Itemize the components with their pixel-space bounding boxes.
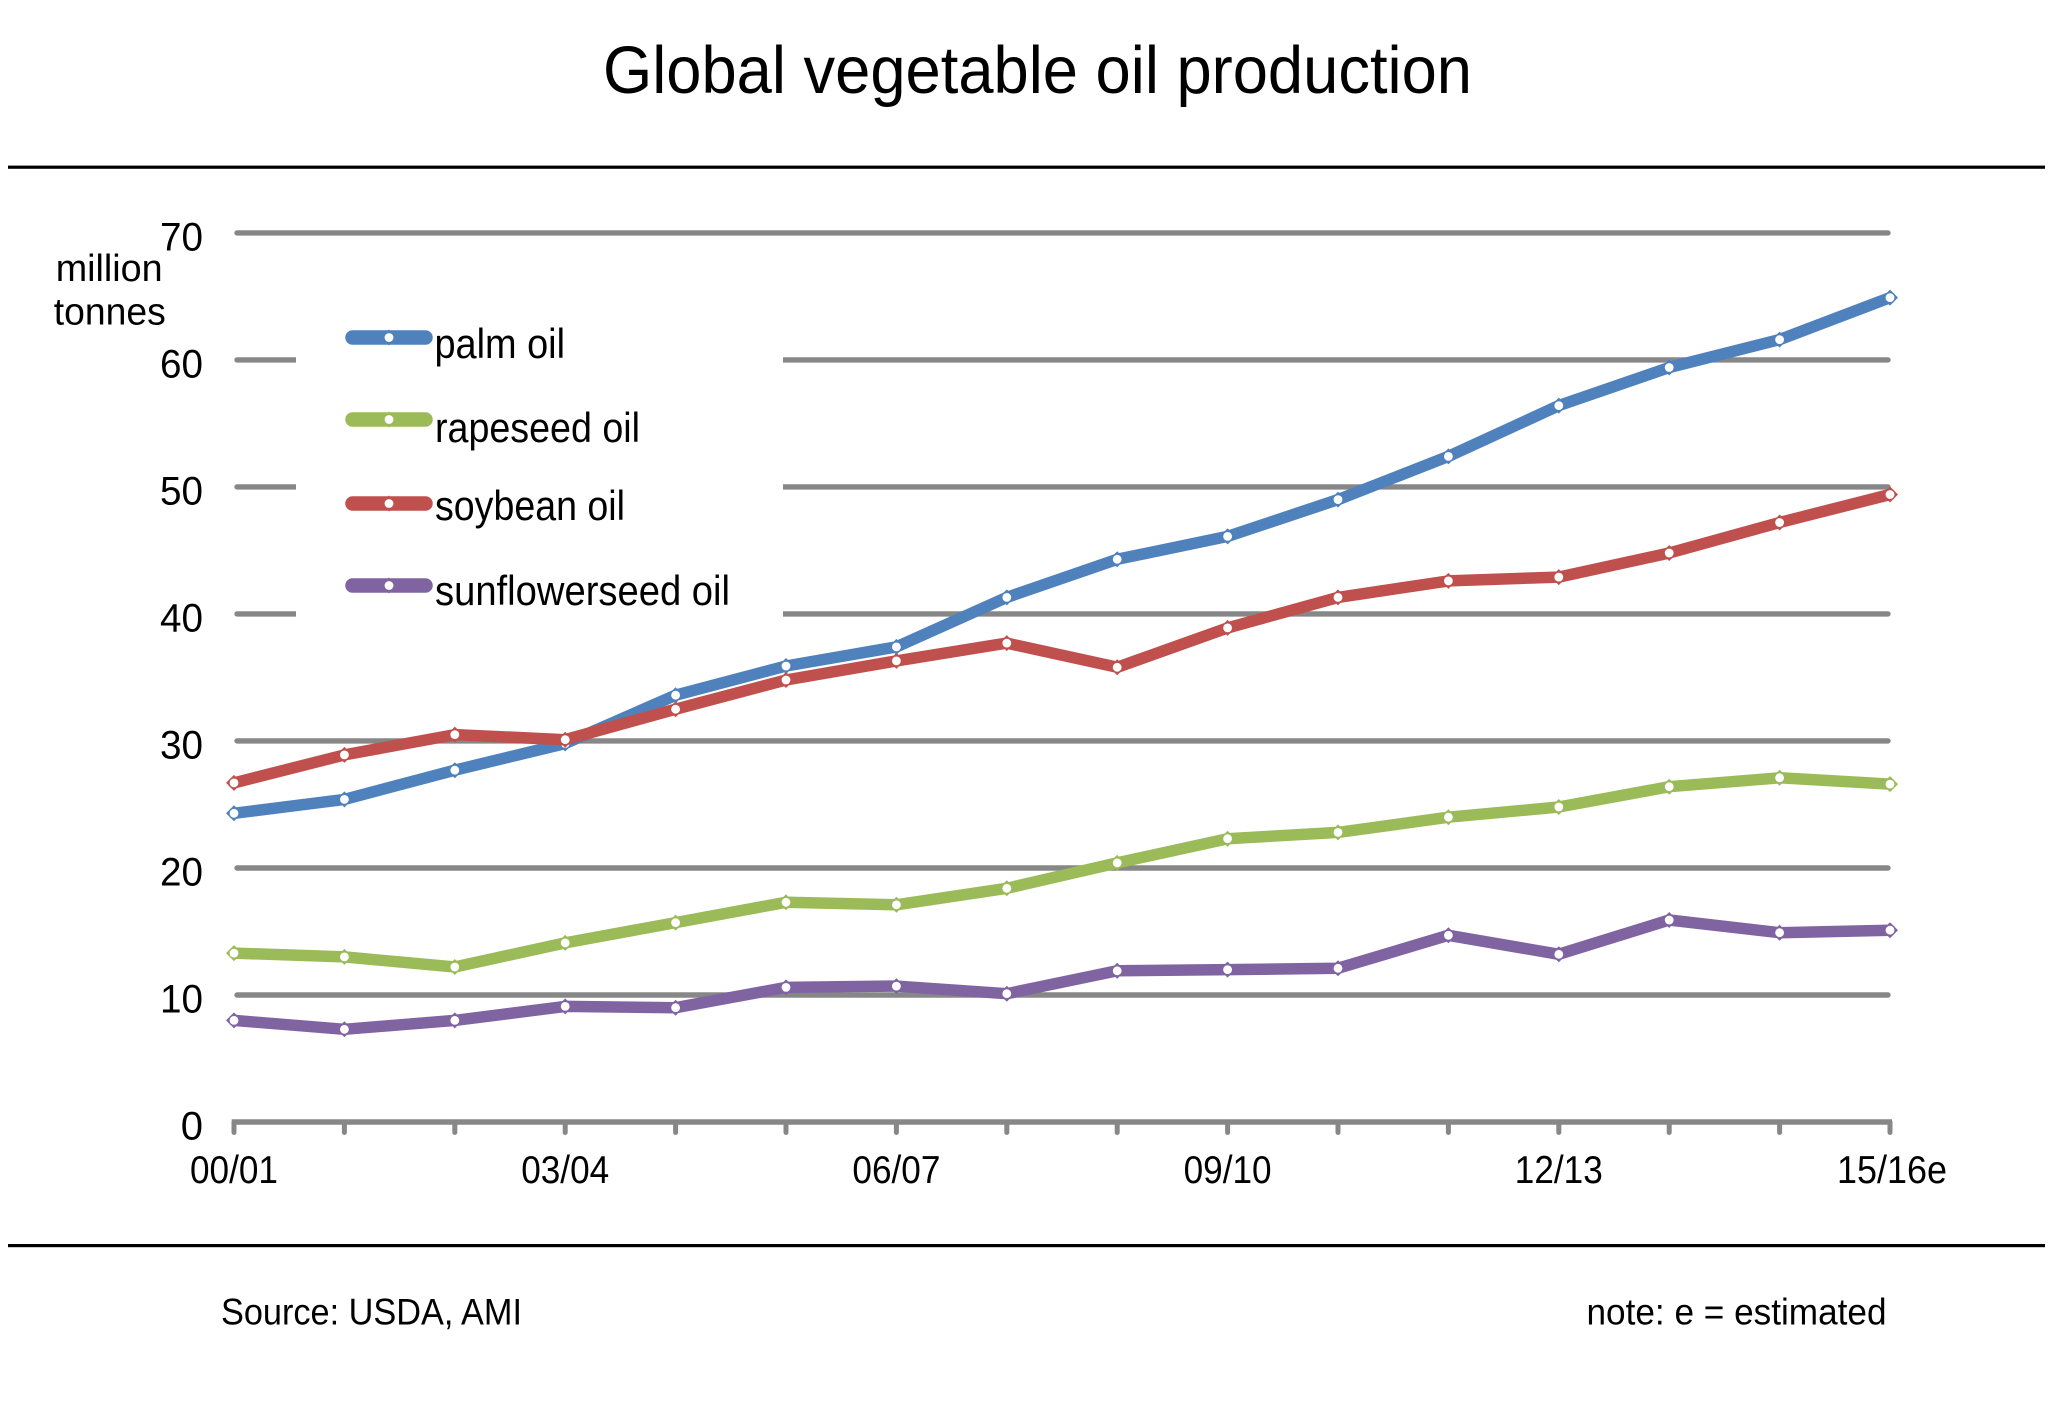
svg-text:30: 30 <box>160 724 203 768</box>
svg-text:12/13: 12/13 <box>1515 1149 1603 1192</box>
svg-text:tonnes: tonnes <box>54 291 166 333</box>
svg-text:06/07: 06/07 <box>852 1149 940 1192</box>
svg-text:sunflowerseed oil: sunflowerseed oil <box>435 567 730 614</box>
svg-text:rapeseed oil: rapeseed oil <box>435 404 640 451</box>
svg-text:Global vegetable oil productio: Global vegetable oil production <box>603 33 1472 108</box>
svg-text:20: 20 <box>160 851 203 895</box>
svg-text:60: 60 <box>160 343 203 387</box>
svg-text:15/16e: 15/16e <box>1837 1149 1947 1192</box>
svg-text:50: 50 <box>160 470 203 514</box>
svg-text:Source: USDA, AMI: Source: USDA, AMI <box>221 1292 522 1333</box>
svg-text:note: e = estimated: note: e = estimated <box>1587 1292 1887 1333</box>
svg-text:10: 10 <box>160 978 203 1022</box>
svg-text:70: 70 <box>160 216 203 260</box>
svg-text:soybean oil: soybean oil <box>435 482 625 529</box>
svg-text:million: million <box>56 248 163 290</box>
svg-text:03/04: 03/04 <box>521 1149 609 1192</box>
svg-text:09/10: 09/10 <box>1184 1149 1272 1192</box>
svg-text:0: 0 <box>181 1105 203 1149</box>
svg-text:40: 40 <box>160 597 203 641</box>
svg-text:palm oil: palm oil <box>435 320 566 367</box>
svg-text:00/01: 00/01 <box>190 1149 278 1192</box>
